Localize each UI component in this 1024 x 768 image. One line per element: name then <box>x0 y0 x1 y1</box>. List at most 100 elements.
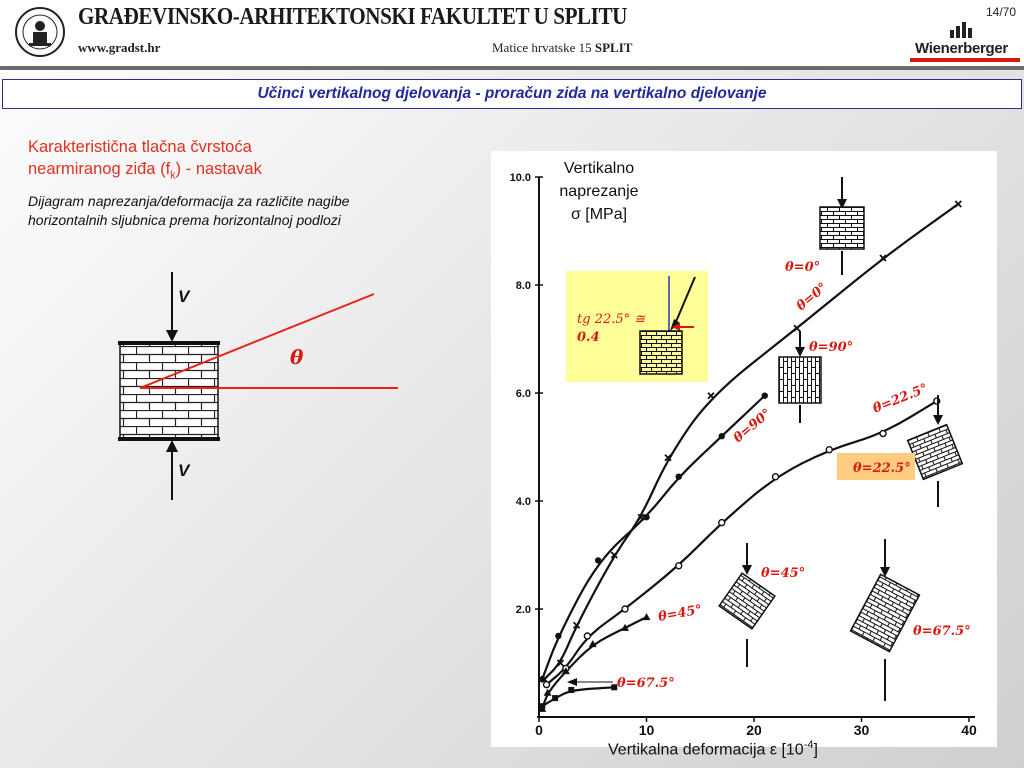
annot-theta-22-5-b: θ=22.5° <box>853 461 911 476</box>
data-point <box>543 688 552 696</box>
data-point <box>879 254 887 262</box>
data-point <box>610 551 618 559</box>
data-point <box>572 621 581 629</box>
page-number: 14/70 <box>985 5 1016 19</box>
inclined-joint-line <box>139 293 375 389</box>
specimen-theta-0 <box>819 206 865 250</box>
series-line <box>541 686 615 708</box>
data-point <box>542 680 551 689</box>
data-point <box>539 703 546 710</box>
annot-theta-0-lower: θ=0° <box>794 280 831 314</box>
data-point <box>718 518 726 527</box>
header: GRAĐEVINSKO-ARHITEKTONSKI FAKULTET U SPL… <box>0 0 1024 66</box>
annot-theta-0-upper: θ=0° <box>785 260 820 275</box>
inset-diagonal-arrow <box>674 276 696 325</box>
y-axis-title-line1: Vertikalno <box>564 160 634 177</box>
y-tick-label: 10.0 <box>510 172 531 184</box>
data-point <box>825 446 833 454</box>
data-point <box>621 605 629 613</box>
brand-name: Wienerberger <box>915 40 1008 57</box>
load-label-top: V <box>178 287 191 306</box>
y-tick-label: 4.0 <box>516 496 531 508</box>
data-point <box>556 659 565 667</box>
data-point <box>664 454 672 462</box>
data-point <box>642 613 651 621</box>
wall-load-diagram: V V θ <box>118 272 398 500</box>
specimen-theta-45 <box>718 572 776 630</box>
institution-address: Matice hrvatske 15 SPLIT <box>492 40 632 56</box>
x-tick-label: 40 <box>961 722 977 738</box>
address-city: SPLIT <box>594 40 633 55</box>
y-tick-label: 8.0 <box>516 280 531 292</box>
x-axis-title: Vertikalna deformacija ε [10-4] <box>608 739 818 759</box>
stress-strain-chart: 2.0 4.0 6.0 8.0 10.0 0 10 20 30 40 Vertikalno na… <box>491 151 997 747</box>
y-axis-title-line3: σ [MPa] <box>571 206 627 223</box>
chart-svg: 2.0 4.0 6.0 8.0 10.0 0 10 20 30 40 Vertikalno na… <box>510 160 977 738</box>
specimen-theta-90 <box>778 356 822 404</box>
data-point <box>588 640 597 648</box>
institution-url[interactable]: www.gradst.hr <box>78 40 161 55</box>
inset-tg-value: 0.4 <box>577 330 600 345</box>
data-point <box>675 562 683 570</box>
section-description-line2: horizontalnih sljubnica prema horizontal… <box>28 212 341 228</box>
data-point <box>954 200 962 208</box>
x-tick-label: 30 <box>854 722 870 738</box>
x-tick-label: 0 <box>535 722 543 738</box>
slide-title: Učinci vertikalnog djelovanja - proračun… <box>2 79 1022 109</box>
data-point <box>611 684 618 691</box>
section-heading: Karakteristična tlačna čvrstoća nearmira… <box>28 136 262 186</box>
series-line <box>541 394 766 680</box>
annot-theta-67-5-b: θ=67.5° <box>617 676 675 691</box>
series-line <box>543 203 959 680</box>
annot-theta-45-a: θ=45° <box>761 566 805 581</box>
data-point <box>718 433 725 440</box>
data-point <box>583 632 592 640</box>
data-point <box>793 324 801 332</box>
annot-theta-67-5-a: θ=67.5° <box>913 624 971 639</box>
annot-theta-90-a: θ=90° <box>809 340 853 355</box>
y-tick-label: 6.0 <box>516 388 531 400</box>
data-point <box>643 514 650 521</box>
data-point <box>879 429 887 438</box>
data-point <box>539 676 546 683</box>
data-point <box>707 392 715 400</box>
data-point <box>561 667 570 675</box>
section-description-line1: Dijagram naprezanja/deformacija za razli… <box>28 193 350 209</box>
address-street: Matice hrvatske 15 <box>492 40 592 55</box>
load-label-bottom: V <box>178 461 191 480</box>
section-description: Dijagram naprezanja/deformacija za razli… <box>28 192 349 230</box>
specimen-theta-22-5 <box>906 423 964 481</box>
specimen-theta-67-5 <box>849 573 921 653</box>
y-ticks: 2.0 4.0 6.0 8.0 10.0 <box>510 172 543 616</box>
x-ticks: 0 10 20 30 40 <box>535 717 977 738</box>
section-heading-line1: Karakteristična tlačna čvrstoća <box>28 138 252 156</box>
inset-tg-label: tg 22.5° ≅ <box>577 312 646 327</box>
annot-theta-90-b: θ=90° <box>731 406 774 446</box>
institution-title: GRAĐEVINSKO-ARHITEKTONSKI FAKULTET U SPL… <box>78 4 627 30</box>
inset-brick <box>639 330 683 375</box>
brand-logo-icon <box>910 22 1020 62</box>
header-divider <box>0 66 1024 70</box>
series-line <box>545 400 938 686</box>
series-line <box>541 616 647 710</box>
data-point <box>621 623 629 631</box>
section-heading-line2: nearmiranog ziđa (fk) - nastavak <box>28 160 262 182</box>
data-point <box>555 632 562 640</box>
data-point <box>594 557 602 564</box>
annot-theta-45-b: θ=45° <box>657 602 703 624</box>
data-point <box>771 473 780 481</box>
data-point <box>552 695 559 702</box>
data-point <box>637 513 645 521</box>
data-point <box>568 687 575 693</box>
x-tick-label: 10 <box>639 722 655 738</box>
angle-label: θ <box>290 345 304 369</box>
label-theta-22-5-box <box>837 453 915 480</box>
y-axis-title-line2: naprezanje <box>559 183 638 200</box>
y-tick-label: 2.0 <box>516 604 531 616</box>
brick-wall <box>119 341 219 441</box>
data-point <box>675 473 682 480</box>
curves <box>541 203 959 710</box>
markers <box>538 200 962 712</box>
x-tick-label: 20 <box>746 722 762 738</box>
data-point <box>761 392 768 399</box>
